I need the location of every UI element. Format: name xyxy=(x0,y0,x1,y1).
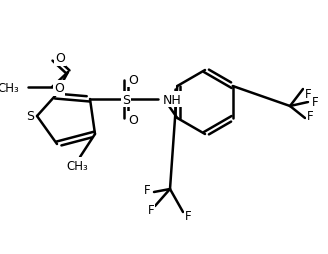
Text: F: F xyxy=(185,210,191,223)
Text: S: S xyxy=(26,110,34,123)
Text: O: O xyxy=(128,113,138,126)
Text: F: F xyxy=(144,184,150,197)
Text: F: F xyxy=(307,109,313,122)
Text: NH: NH xyxy=(163,93,182,106)
Text: S: S xyxy=(122,93,130,106)
Text: CH₃: CH₃ xyxy=(66,159,88,172)
Text: F: F xyxy=(148,204,154,217)
Text: O: O xyxy=(54,82,64,95)
Text: O: O xyxy=(55,52,65,65)
Text: CH₃: CH₃ xyxy=(0,81,19,94)
Text: O: O xyxy=(128,73,138,86)
Text: F: F xyxy=(305,87,311,100)
Text: F: F xyxy=(312,96,318,109)
